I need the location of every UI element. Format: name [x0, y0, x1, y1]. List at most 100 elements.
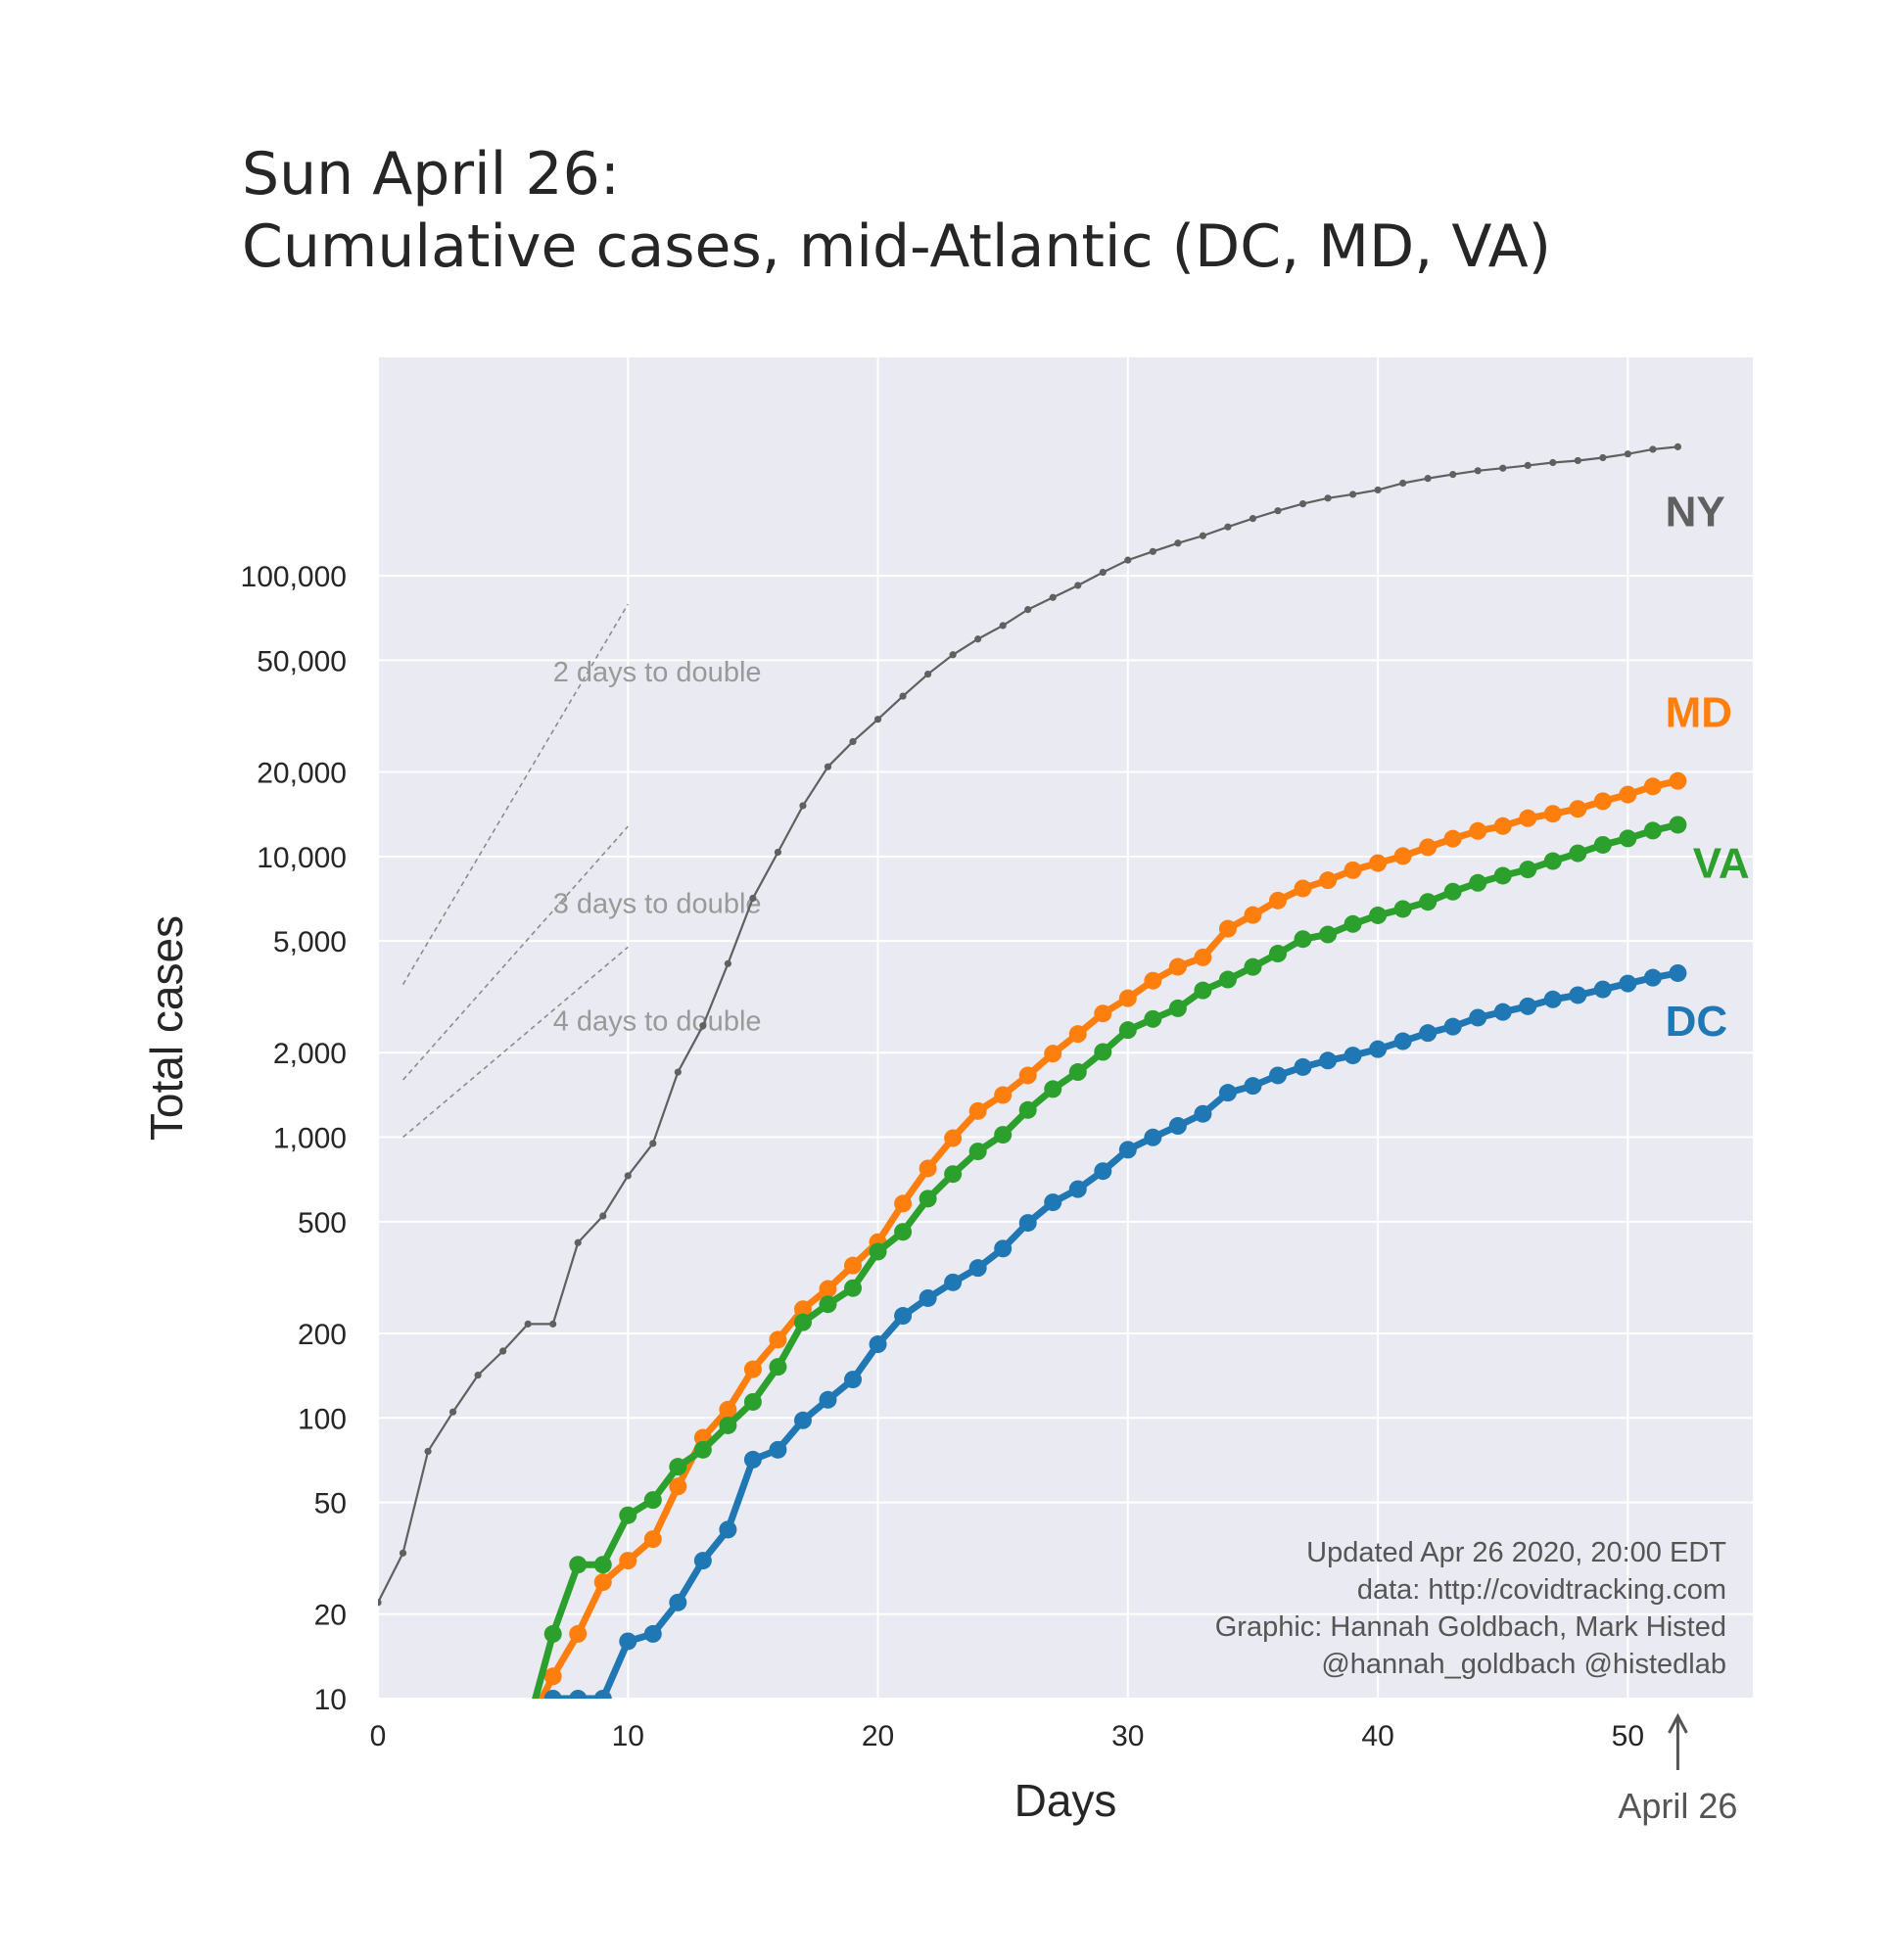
data-point-va: [669, 1458, 687, 1476]
data-point-va: [719, 1416, 737, 1434]
data-point-ny: [1549, 458, 1557, 467]
data-point-va: [1493, 866, 1512, 885]
data-point-dc: [844, 1371, 863, 1389]
series-label-ny: NY: [1666, 489, 1725, 537]
data-point-ny: [399, 1549, 407, 1557]
data-point-va: [1393, 900, 1412, 918]
data-point-va: [894, 1223, 913, 1241]
data-point-md: [593, 1573, 612, 1592]
x-axis-label: Days: [1014, 1775, 1117, 1826]
data-point-ny: [1074, 582, 1082, 589]
y-tick-label: 100,000: [241, 561, 347, 593]
data-point-ny: [524, 1320, 532, 1328]
y-tick-label: 100: [298, 1403, 347, 1435]
data-point-md: [619, 1552, 637, 1570]
data-point-dc: [1294, 1057, 1312, 1076]
date-marker: April 26: [1618, 1712, 1737, 1826]
data-point-va: [543, 1624, 562, 1643]
data-point-va: [1344, 914, 1362, 933]
data-point-dc: [1619, 974, 1637, 993]
data-point-dc: [994, 1239, 1013, 1258]
data-point-md: [519, 1717, 537, 1735]
data-point-dc: [669, 1593, 687, 1611]
data-point-md: [569, 1624, 588, 1643]
data-point-md: [793, 1300, 812, 1319]
data-point-va: [994, 1126, 1013, 1144]
data-point-dc: [1519, 997, 1537, 1015]
y-tick-label: 50: [314, 1488, 347, 1520]
data-point-va: [819, 1295, 837, 1314]
data-point-dc: [1194, 1104, 1212, 1123]
data-point-dc: [869, 1335, 887, 1354]
data-point-va: [869, 1242, 887, 1261]
credit-line: Graphic: Hannah Goldbach, Mark Histed: [1215, 1611, 1726, 1643]
data-point-dc: [1094, 1162, 1112, 1181]
data-point-va: [1268, 945, 1287, 963]
data-point-ny: [749, 894, 757, 903]
data-point-md: [1369, 854, 1388, 872]
data-point-ny: [1624, 450, 1631, 458]
data-point-md: [1393, 847, 1412, 865]
data-point-va: [844, 1279, 863, 1297]
data-point-ny: [378, 1599, 382, 1607]
data-point-va: [1218, 970, 1237, 989]
data-point-ny: [1049, 593, 1057, 601]
data-point-ny: [1449, 470, 1457, 479]
x-tick-label: 50: [1612, 1720, 1644, 1752]
data-point-va: [1319, 925, 1338, 944]
data-point-md: [1593, 792, 1612, 811]
data-point-md: [1044, 1045, 1062, 1063]
data-point-dc: [1018, 1214, 1037, 1233]
series-labels: NY MD VA DC: [1666, 489, 1750, 1046]
data-point-md: [994, 1086, 1013, 1104]
data-point-ny: [1324, 494, 1332, 502]
data-point-dc: [1068, 1180, 1087, 1198]
data-point-ny: [499, 1347, 507, 1355]
x-tick-label: 10: [612, 1720, 644, 1752]
data-point-dc: [1118, 1141, 1137, 1159]
data-point-va: [1419, 893, 1438, 911]
data-point-ny: [1499, 464, 1507, 472]
data-point-ny: [1199, 532, 1206, 539]
data-point-va: [643, 1491, 662, 1510]
data-point-va: [1194, 981, 1212, 1000]
data-point-va: [1643, 821, 1662, 840]
data-point-va: [1018, 1100, 1037, 1119]
data-point-dc: [719, 1520, 737, 1539]
data-point-va: [1044, 1080, 1062, 1098]
y-tick-label: 1,000: [273, 1123, 347, 1155]
data-point-md: [894, 1194, 913, 1213]
data-point-ny: [849, 737, 857, 746]
data-point-ny: [1374, 486, 1382, 494]
credit-line: data: http://covidtracking.com: [1357, 1574, 1726, 1606]
data-point-ny: [1474, 467, 1482, 475]
data-point-md: [1144, 971, 1162, 990]
doubling-guide-label: 4 days to double: [553, 1006, 762, 1038]
data-point-md: [1543, 805, 1562, 823]
data-point-ny: [1424, 475, 1432, 483]
data-point-va: [1619, 829, 1637, 848]
data-point-md: [719, 1400, 737, 1419]
data-point-va: [1669, 816, 1687, 834]
data-point-dc: [693, 1552, 712, 1570]
grid: [377, 357, 1753, 1700]
data-point-dc: [1244, 1077, 1262, 1096]
data-point-va: [1118, 1021, 1137, 1040]
series-label-va: VA: [1693, 840, 1750, 888]
data-point-md: [1493, 817, 1512, 835]
data-point-va: [1168, 999, 1187, 1017]
data-point-dc: [894, 1307, 913, 1326]
x-tick-label: 20: [862, 1720, 894, 1752]
data-point-dc: [1643, 968, 1662, 987]
data-point-ny: [599, 1212, 607, 1220]
data-point-md: [743, 1360, 762, 1378]
data-point-ny: [1149, 547, 1156, 555]
data-point-md: [919, 1159, 937, 1178]
data-point-va: [743, 1392, 762, 1411]
data-point-ny: [1399, 479, 1407, 488]
chart-title-line2: Cumulative cases, mid-Atlantic (DC, MD, …: [242, 212, 1551, 281]
data-point-dc: [1218, 1084, 1237, 1102]
data-point-ny: [899, 692, 907, 700]
y-tick-label: 200: [298, 1319, 347, 1351]
data-point-dc: [1319, 1051, 1338, 1070]
